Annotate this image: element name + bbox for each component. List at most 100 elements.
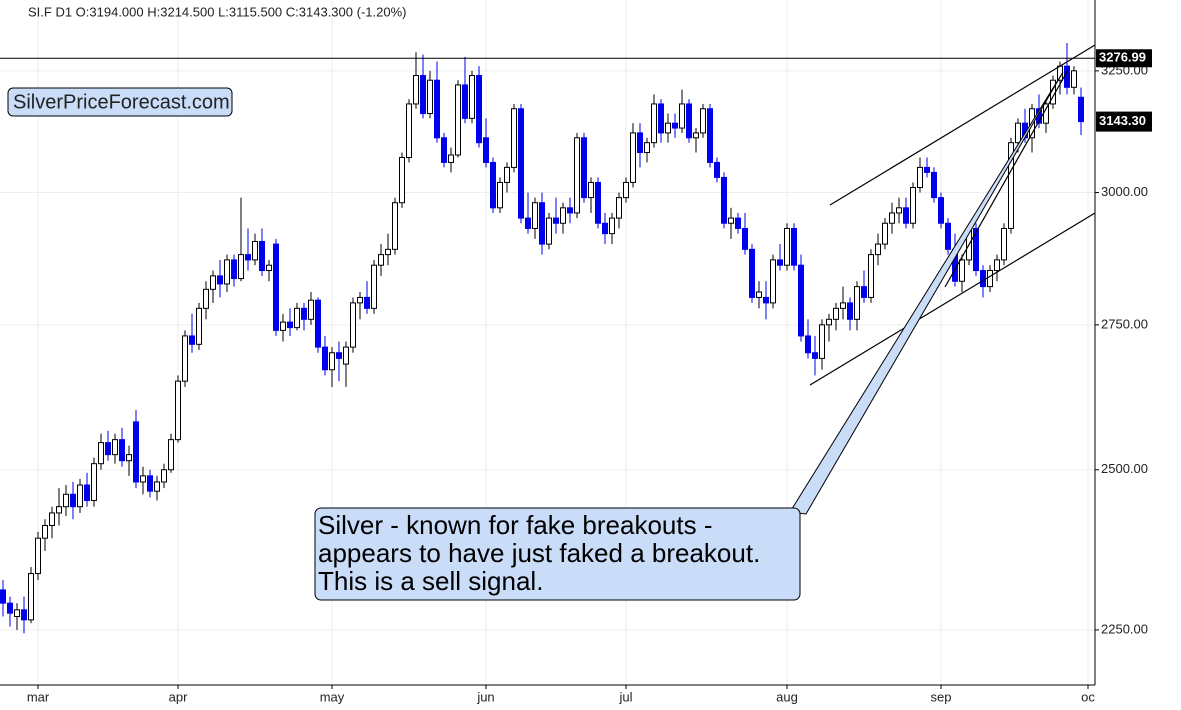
- annotation-line: appears to have just faked a breakout.: [318, 538, 760, 568]
- candle-body: [567, 207, 574, 214]
- candle-body: [1078, 96, 1085, 123]
- candle-body: [602, 222, 609, 235]
- candle-body: [21, 609, 28, 621]
- candle-body: [329, 352, 336, 371]
- candle-body: [553, 217, 560, 224]
- x-tick-label: jun: [476, 689, 494, 704]
- candle-body: [896, 207, 903, 214]
- candle-body: [833, 307, 840, 320]
- price-label: 3276.99: [1099, 50, 1146, 65]
- annotation-line: This is a sell signal.: [318, 566, 543, 596]
- candle-body: [441, 137, 448, 163]
- candle-body: [322, 346, 329, 371]
- candle-body: [448, 154, 455, 163]
- price-label-box: [1096, 49, 1152, 68]
- candle-body: [924, 166, 931, 173]
- candle-body: [588, 181, 595, 199]
- candle-body: [889, 212, 896, 224]
- candle-body: [805, 335, 812, 354]
- candle-body: [910, 186, 917, 224]
- candle-body: [343, 346, 350, 365]
- candle-body: [154, 481, 161, 492]
- candle-body: [777, 259, 784, 266]
- candle-body: [7, 602, 14, 614]
- candle-body: [483, 137, 490, 163]
- candle-body: [826, 318, 833, 326]
- candle-body: [875, 243, 882, 256]
- candle-body: [504, 166, 511, 183]
- candle-body: [770, 259, 777, 304]
- candle-body: [1064, 65, 1071, 88]
- candle-body: [980, 270, 987, 288]
- candle-body: [217, 275, 224, 285]
- candle-body: [455, 84, 462, 156]
- candle-body: [168, 439, 175, 471]
- candle-body: [147, 475, 154, 492]
- candle-body: [224, 259, 231, 285]
- candle-body: [105, 442, 112, 456]
- candle-body: [721, 176, 728, 224]
- candle-body: [273, 243, 280, 331]
- candle-body: [679, 103, 686, 129]
- y-tick-label: 3000.00: [1101, 184, 1148, 199]
- candle-body: [973, 227, 980, 272]
- candle-body: [882, 222, 889, 245]
- candle-body: [434, 79, 441, 139]
- candle-body: [84, 484, 91, 501]
- x-tick-label: mar: [27, 689, 50, 704]
- candle-body: [560, 207, 567, 224]
- candle-body: [917, 166, 924, 188]
- candle-body: [140, 475, 147, 483]
- candle-body: [70, 493, 77, 508]
- candles: [0, 43, 1085, 634]
- candle-body: [287, 321, 294, 329]
- candle-body: [112, 439, 119, 456]
- candle-body: [133, 421, 140, 483]
- candle-body: [189, 335, 196, 345]
- candle-body: [812, 352, 819, 359]
- candle-body: [336, 352, 343, 359]
- candle-body: [252, 240, 259, 261]
- candle-body: [56, 506, 63, 514]
- candle-body: [616, 197, 623, 219]
- candle-body: [623, 181, 630, 199]
- candle-body: [476, 75, 483, 144]
- candle-body: [63, 493, 70, 508]
- candle-body: [700, 108, 707, 134]
- x-tick-label: apr: [169, 689, 188, 704]
- candle-body: [315, 299, 322, 348]
- candle-body: [301, 307, 308, 320]
- candle-body: [490, 161, 497, 209]
- candle-body: [378, 254, 385, 266]
- candle-body: [644, 142, 651, 154]
- candle-body: [126, 454, 133, 462]
- candle-body: [756, 291, 763, 298]
- candle-body: [511, 108, 518, 168]
- candle-body: [28, 573, 35, 621]
- candle-body: [749, 248, 756, 298]
- candle-body: [1001, 227, 1008, 261]
- candle-body: [462, 84, 469, 119]
- candle-body: [280, 321, 287, 331]
- candle-body: [546, 217, 553, 245]
- candle-body: [385, 248, 392, 256]
- candle-body: [819, 324, 826, 359]
- candle-body: [651, 103, 658, 144]
- candle-body: [938, 197, 945, 224]
- candle-body: [735, 217, 742, 229]
- candle-body: [959, 259, 966, 282]
- last-price-box: [1096, 111, 1152, 132]
- candle-body: [238, 254, 245, 280]
- candle-body: [245, 254, 252, 261]
- candle-body: [1071, 70, 1078, 88]
- candle-body: [532, 202, 539, 229]
- candle-body: [203, 288, 210, 309]
- candle-body: [357, 296, 364, 304]
- candle-body: [371, 264, 378, 309]
- candle-body: [861, 286, 868, 298]
- candle-body: [665, 122, 672, 134]
- candle-body: [784, 227, 791, 266]
- x-tick-label: aug: [776, 689, 798, 704]
